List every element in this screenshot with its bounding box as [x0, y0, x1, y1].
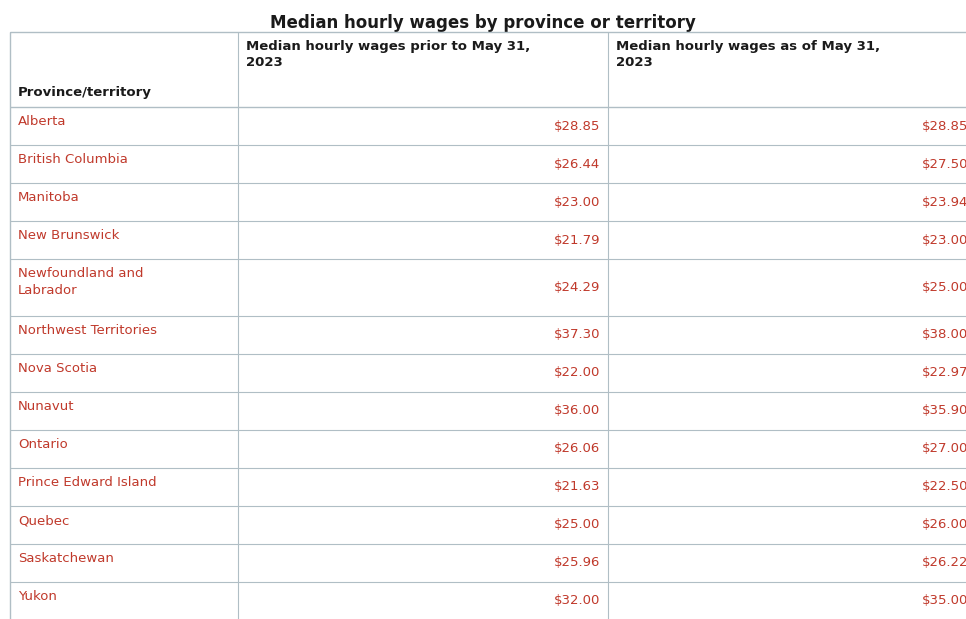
Text: $38.00: $38.00	[922, 329, 966, 342]
Text: $22.97: $22.97	[922, 366, 966, 379]
Text: Median hourly wages by province or territory: Median hourly wages by province or terri…	[270, 14, 696, 32]
Text: Province/territory: Province/territory	[18, 86, 152, 99]
Text: $35.90: $35.90	[922, 404, 966, 417]
Text: $28.85: $28.85	[922, 119, 966, 132]
Text: $23.00: $23.00	[922, 233, 966, 246]
Text: $27.50: $27.50	[922, 157, 966, 170]
Text: British Columbia: British Columbia	[18, 153, 128, 166]
Text: Northwest Territories: Northwest Territories	[18, 324, 157, 337]
Text: Newfoundland and
Labrador: Newfoundland and Labrador	[18, 267, 144, 297]
Text: Quebec: Quebec	[18, 514, 70, 527]
Text: $36.00: $36.00	[554, 404, 600, 417]
Text: $37.30: $37.30	[554, 329, 600, 342]
Text: $27.00: $27.00	[922, 443, 966, 456]
Text: $25.96: $25.96	[554, 556, 600, 569]
Text: Saskatchewan: Saskatchewan	[18, 552, 114, 565]
Text: $32.00: $32.00	[554, 594, 600, 607]
Text: Nunavut: Nunavut	[18, 400, 74, 413]
Text: Alberta: Alberta	[18, 115, 67, 128]
Text: $28.85: $28.85	[554, 119, 600, 132]
Text: $25.00: $25.00	[922, 281, 966, 294]
Text: Median hourly wages prior to May 31,
2023: Median hourly wages prior to May 31, 202…	[246, 40, 530, 69]
Text: $22.00: $22.00	[554, 366, 600, 379]
Text: $23.00: $23.00	[554, 196, 600, 209]
Text: $22.50: $22.50	[922, 480, 966, 493]
Text: Yukon: Yukon	[18, 590, 57, 603]
Text: $26.00: $26.00	[922, 519, 966, 532]
Text: New Brunswick: New Brunswick	[18, 229, 120, 242]
Text: $24.29: $24.29	[554, 281, 600, 294]
Text: Prince Edward Island: Prince Edward Island	[18, 476, 156, 489]
Text: $25.00: $25.00	[554, 519, 600, 532]
Text: Median hourly wages as of May 31,
2023: Median hourly wages as of May 31, 2023	[616, 40, 880, 69]
Text: $35.00: $35.00	[922, 594, 966, 607]
Text: $21.63: $21.63	[554, 480, 600, 493]
Text: $21.79: $21.79	[554, 233, 600, 246]
Text: $23.94: $23.94	[922, 196, 966, 209]
Text: Nova Scotia: Nova Scotia	[18, 362, 98, 375]
Text: Manitoba: Manitoba	[18, 191, 80, 204]
Text: $26.44: $26.44	[554, 157, 600, 170]
Text: Ontario: Ontario	[18, 438, 68, 451]
Text: $26.06: $26.06	[554, 443, 600, 456]
Text: $26.22: $26.22	[922, 556, 966, 569]
